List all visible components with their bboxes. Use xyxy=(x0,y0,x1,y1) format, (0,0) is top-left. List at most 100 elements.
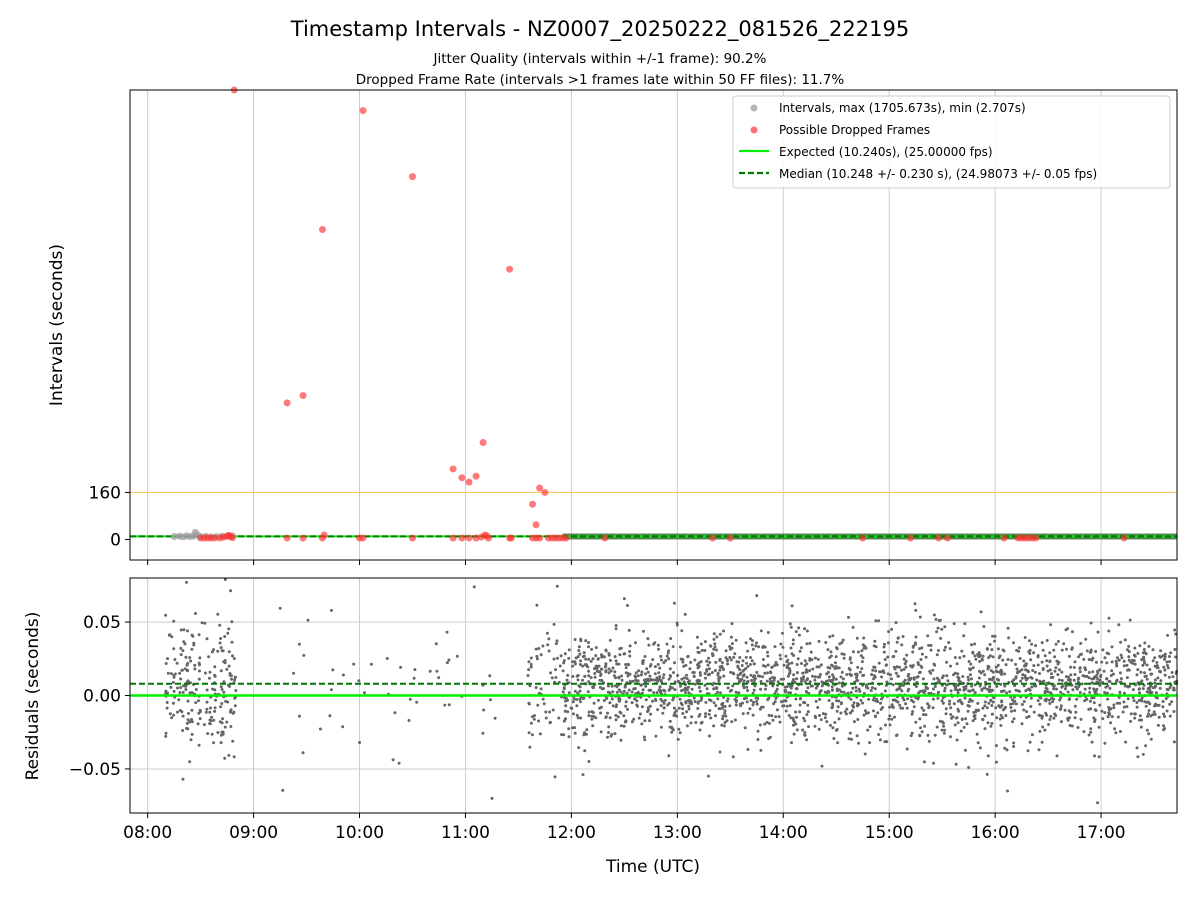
residual-point xyxy=(855,734,859,738)
residual-point xyxy=(1143,700,1147,704)
residual-point xyxy=(222,680,226,684)
residual-point xyxy=(194,612,197,615)
residual-point xyxy=(669,675,672,679)
residual-point xyxy=(554,668,558,672)
residual-point xyxy=(970,699,974,703)
residual-point xyxy=(705,659,709,663)
residual-point xyxy=(1063,682,1067,685)
residual-point xyxy=(172,619,176,623)
residual-point xyxy=(746,689,750,692)
residual-point xyxy=(975,732,979,736)
residual-point xyxy=(608,701,612,705)
residual-point xyxy=(803,719,807,723)
residual-point xyxy=(728,645,732,648)
residual-point xyxy=(696,707,700,710)
residual-point xyxy=(212,741,215,745)
residual-point xyxy=(614,627,618,631)
residual-point xyxy=(1088,650,1092,654)
residual-point xyxy=(1109,721,1113,725)
residual-point xyxy=(779,677,783,681)
residual-point xyxy=(1143,641,1147,645)
residual-point xyxy=(881,706,884,709)
residual-point xyxy=(932,613,936,617)
residual-point xyxy=(974,710,978,714)
residual-point xyxy=(1020,676,1024,680)
residual-point xyxy=(641,662,645,666)
residual-point xyxy=(876,711,880,715)
residual-point xyxy=(652,642,656,646)
residual-point xyxy=(203,621,207,625)
residual-point xyxy=(640,670,644,674)
residual-point xyxy=(1069,673,1073,677)
residual-point xyxy=(784,654,788,658)
residual-point xyxy=(759,748,763,752)
residual-point xyxy=(1155,664,1159,667)
dropped-frame-point xyxy=(536,534,544,542)
residual-point xyxy=(171,701,175,705)
residual-point xyxy=(896,700,900,704)
figure-subtitle-dropped: Dropped Frame Rate (intervals >1 frames … xyxy=(356,72,845,88)
residual-point xyxy=(676,737,680,741)
residual-point xyxy=(624,671,628,675)
residual-point xyxy=(642,629,645,633)
residual-point xyxy=(534,647,538,651)
residual-point xyxy=(670,725,674,729)
residual-point xyxy=(841,677,845,681)
residual-point xyxy=(929,671,933,675)
residual-point xyxy=(973,654,977,658)
residual-point xyxy=(1093,754,1096,758)
residual-point xyxy=(234,689,238,692)
residual-point xyxy=(233,696,237,700)
residual-point xyxy=(1119,677,1123,681)
residual-point xyxy=(667,677,671,681)
residual-point xyxy=(712,724,716,728)
residual-point xyxy=(1010,709,1013,713)
residual-point xyxy=(884,723,887,727)
residual-point xyxy=(1163,673,1167,677)
residual-point xyxy=(1053,655,1057,659)
residual-point xyxy=(790,741,793,745)
residual-point xyxy=(1074,710,1078,714)
residual-point xyxy=(646,670,650,674)
residual-point xyxy=(1052,697,1056,701)
residual-point xyxy=(803,627,807,631)
residual-point xyxy=(659,689,663,693)
residual-point xyxy=(912,705,916,709)
dropped-frame-point xyxy=(318,226,326,234)
residual-point xyxy=(1042,679,1046,683)
residual-point xyxy=(1003,746,1007,750)
residual-point xyxy=(1029,675,1033,679)
residual-point xyxy=(571,726,574,730)
residual-point xyxy=(1136,652,1140,655)
residual-point xyxy=(863,644,867,648)
residual-point xyxy=(971,688,975,692)
residual-point xyxy=(218,623,222,627)
residual-point xyxy=(662,701,666,705)
residual-point xyxy=(900,643,904,647)
residual-point xyxy=(1034,644,1037,648)
residual-point xyxy=(983,714,987,718)
residual-point xyxy=(943,648,946,652)
residual-point xyxy=(1067,654,1071,658)
residual-point xyxy=(1044,711,1048,715)
residual-point xyxy=(1143,671,1146,675)
residual-point xyxy=(893,715,896,719)
residual-point xyxy=(840,652,844,656)
residual-point xyxy=(801,671,805,675)
residual-point xyxy=(682,688,686,692)
residual-point xyxy=(771,718,775,722)
residual-point xyxy=(1132,699,1136,703)
residual-point xyxy=(976,708,980,712)
residual-point xyxy=(968,689,972,693)
residual-point xyxy=(628,644,632,648)
residual-point xyxy=(615,662,619,666)
residual-point xyxy=(208,722,212,726)
residual-point xyxy=(676,674,680,677)
residual-point xyxy=(717,707,721,711)
residual-point xyxy=(973,642,977,646)
residual-point xyxy=(744,655,748,659)
residual-point xyxy=(766,671,769,675)
residual-point xyxy=(1096,669,1100,673)
residual-point xyxy=(579,639,583,643)
residual-point xyxy=(1005,738,1009,742)
